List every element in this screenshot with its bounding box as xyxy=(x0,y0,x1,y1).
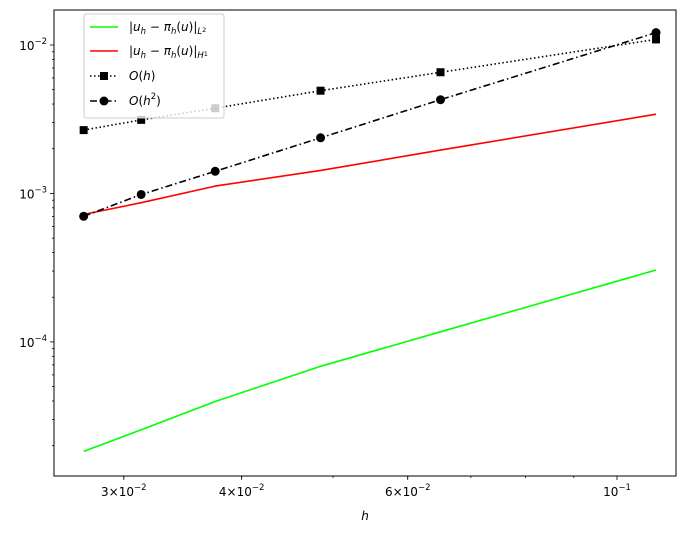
series-line-1 xyxy=(83,113,657,216)
y-tick-label: 10−3 xyxy=(19,185,47,201)
y-tick-label: 10−2 xyxy=(19,37,47,53)
plot-frame xyxy=(53,9,677,477)
series-1 xyxy=(83,113,657,216)
series-line-0 xyxy=(83,269,657,453)
legend-marker-2 xyxy=(100,72,108,80)
data-point-3-5 xyxy=(651,28,661,38)
x-tick-label: 4×10−2 xyxy=(219,483,265,499)
data-point-3-0 xyxy=(79,211,89,221)
data-point-2-0 xyxy=(79,126,88,135)
data-point-2-1 xyxy=(137,115,146,124)
series-0 xyxy=(83,269,657,453)
series-layer xyxy=(79,28,661,453)
legend-box xyxy=(83,13,225,119)
legend-entry-1: |uh − πh(u)|H1 xyxy=(90,44,208,61)
data-point-3-3 xyxy=(316,133,326,143)
data-point-2-5 xyxy=(652,35,661,44)
legend-label-0: |uh − πh(u)|L2 xyxy=(129,20,206,37)
legend: |uh − πh(u)|L2 |uh − πh(u)|H1 O(h) O(h2) xyxy=(83,13,225,119)
legend-label-3: O(h2) xyxy=(129,92,161,108)
tick-layer: 3×10−2 4×10−2 6×10−2 10−1 10−4 10−3 10−2 xyxy=(19,37,631,499)
data-point-3-4 xyxy=(436,95,446,105)
data-point-2-4 xyxy=(436,68,445,77)
series-line-3 xyxy=(83,31,657,218)
x-axis-label: h xyxy=(361,509,369,523)
x-tick-label: 3×10−2 xyxy=(101,483,147,499)
x-tick-label: 6×10−2 xyxy=(385,483,431,499)
series-line-2 xyxy=(83,38,657,131)
data-point-3-2 xyxy=(210,166,220,176)
legend-entry-2: O(h) xyxy=(90,69,155,83)
series-3 xyxy=(79,28,661,221)
legend-entry-3: O(h2) xyxy=(90,92,161,108)
data-point-2-3 xyxy=(316,86,325,95)
axes-layer xyxy=(53,9,677,477)
data-point-3-1 xyxy=(136,189,146,199)
legend-label-1: |uh − πh(u)|H1 xyxy=(129,44,208,61)
legend-marker-3 xyxy=(99,96,109,106)
legend-entry-0: |uh − πh(u)|L2 xyxy=(90,20,206,37)
x-tick-label: 10−1 xyxy=(603,483,631,499)
legend-label-2: O(h) xyxy=(129,69,155,83)
y-tick-label: 10−4 xyxy=(19,334,47,350)
